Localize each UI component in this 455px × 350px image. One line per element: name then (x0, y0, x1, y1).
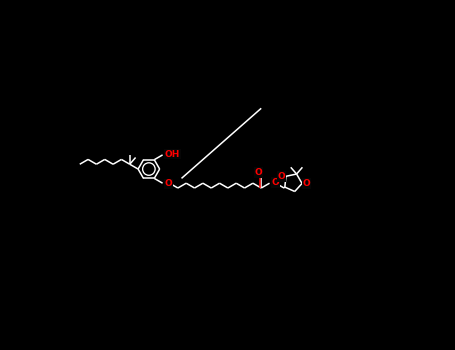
Text: O: O (303, 179, 310, 188)
Text: O: O (165, 180, 172, 188)
Text: O: O (254, 168, 262, 177)
Text: O: O (278, 172, 285, 181)
Text: O: O (272, 178, 280, 187)
Text: OH: OH (165, 150, 180, 159)
